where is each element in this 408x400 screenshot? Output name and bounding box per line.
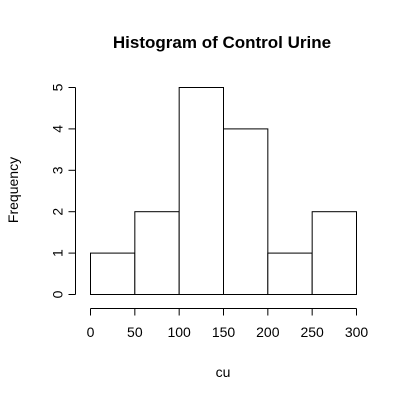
x-tick-label: 100: [167, 324, 191, 340]
histogram-bar: [91, 253, 135, 294]
histogram-bar: [179, 88, 223, 295]
y-tick-label: 4: [50, 125, 66, 133]
y-axis-label: Frequency: [5, 157, 21, 223]
x-tick-label: 300: [345, 324, 369, 340]
x-axis-label: cu: [216, 364, 231, 380]
x-tick-label: 50: [127, 324, 143, 340]
histogram-bar: [268, 253, 312, 294]
y-tick-label: 5: [50, 83, 66, 91]
x-axis: 0 50 100 150 200 250 300: [87, 309, 369, 341]
histogram-bar: [312, 212, 356, 295]
chart-title: Histogram of Control Urine: [113, 33, 331, 52]
x-tick-label: 150: [212, 324, 236, 340]
y-tick-label: 1: [50, 249, 66, 257]
x-tick-label: 250: [300, 324, 324, 340]
y-axis: 0 1 2 3 4 5: [50, 83, 76, 298]
bars-group: [91, 88, 357, 295]
histogram-bar: [224, 129, 268, 295]
histogram-bar: [135, 212, 179, 295]
x-tick-label: 0: [87, 324, 95, 340]
y-tick-label: 2: [50, 208, 66, 216]
x-tick-label: 200: [256, 324, 280, 340]
y-tick-label: 3: [50, 166, 66, 174]
y-tick-label: 0: [50, 290, 66, 298]
